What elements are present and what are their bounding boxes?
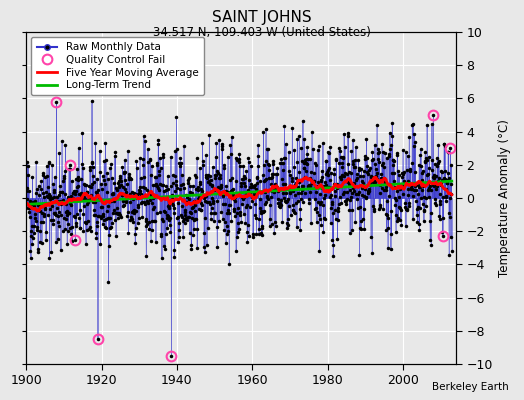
Text: SAINT JOHNS: SAINT JOHNS [212,10,312,25]
Text: Berkeley Earth: Berkeley Earth [432,382,508,392]
Text: 34.517 N, 109.403 W (United States): 34.517 N, 109.403 W (United States) [153,26,371,39]
Legend: Raw Monthly Data, Quality Control Fail, Five Year Moving Average, Long-Term Tren: Raw Monthly Data, Quality Control Fail, … [31,37,204,96]
Y-axis label: Temperature Anomaly (°C): Temperature Anomaly (°C) [498,119,511,277]
